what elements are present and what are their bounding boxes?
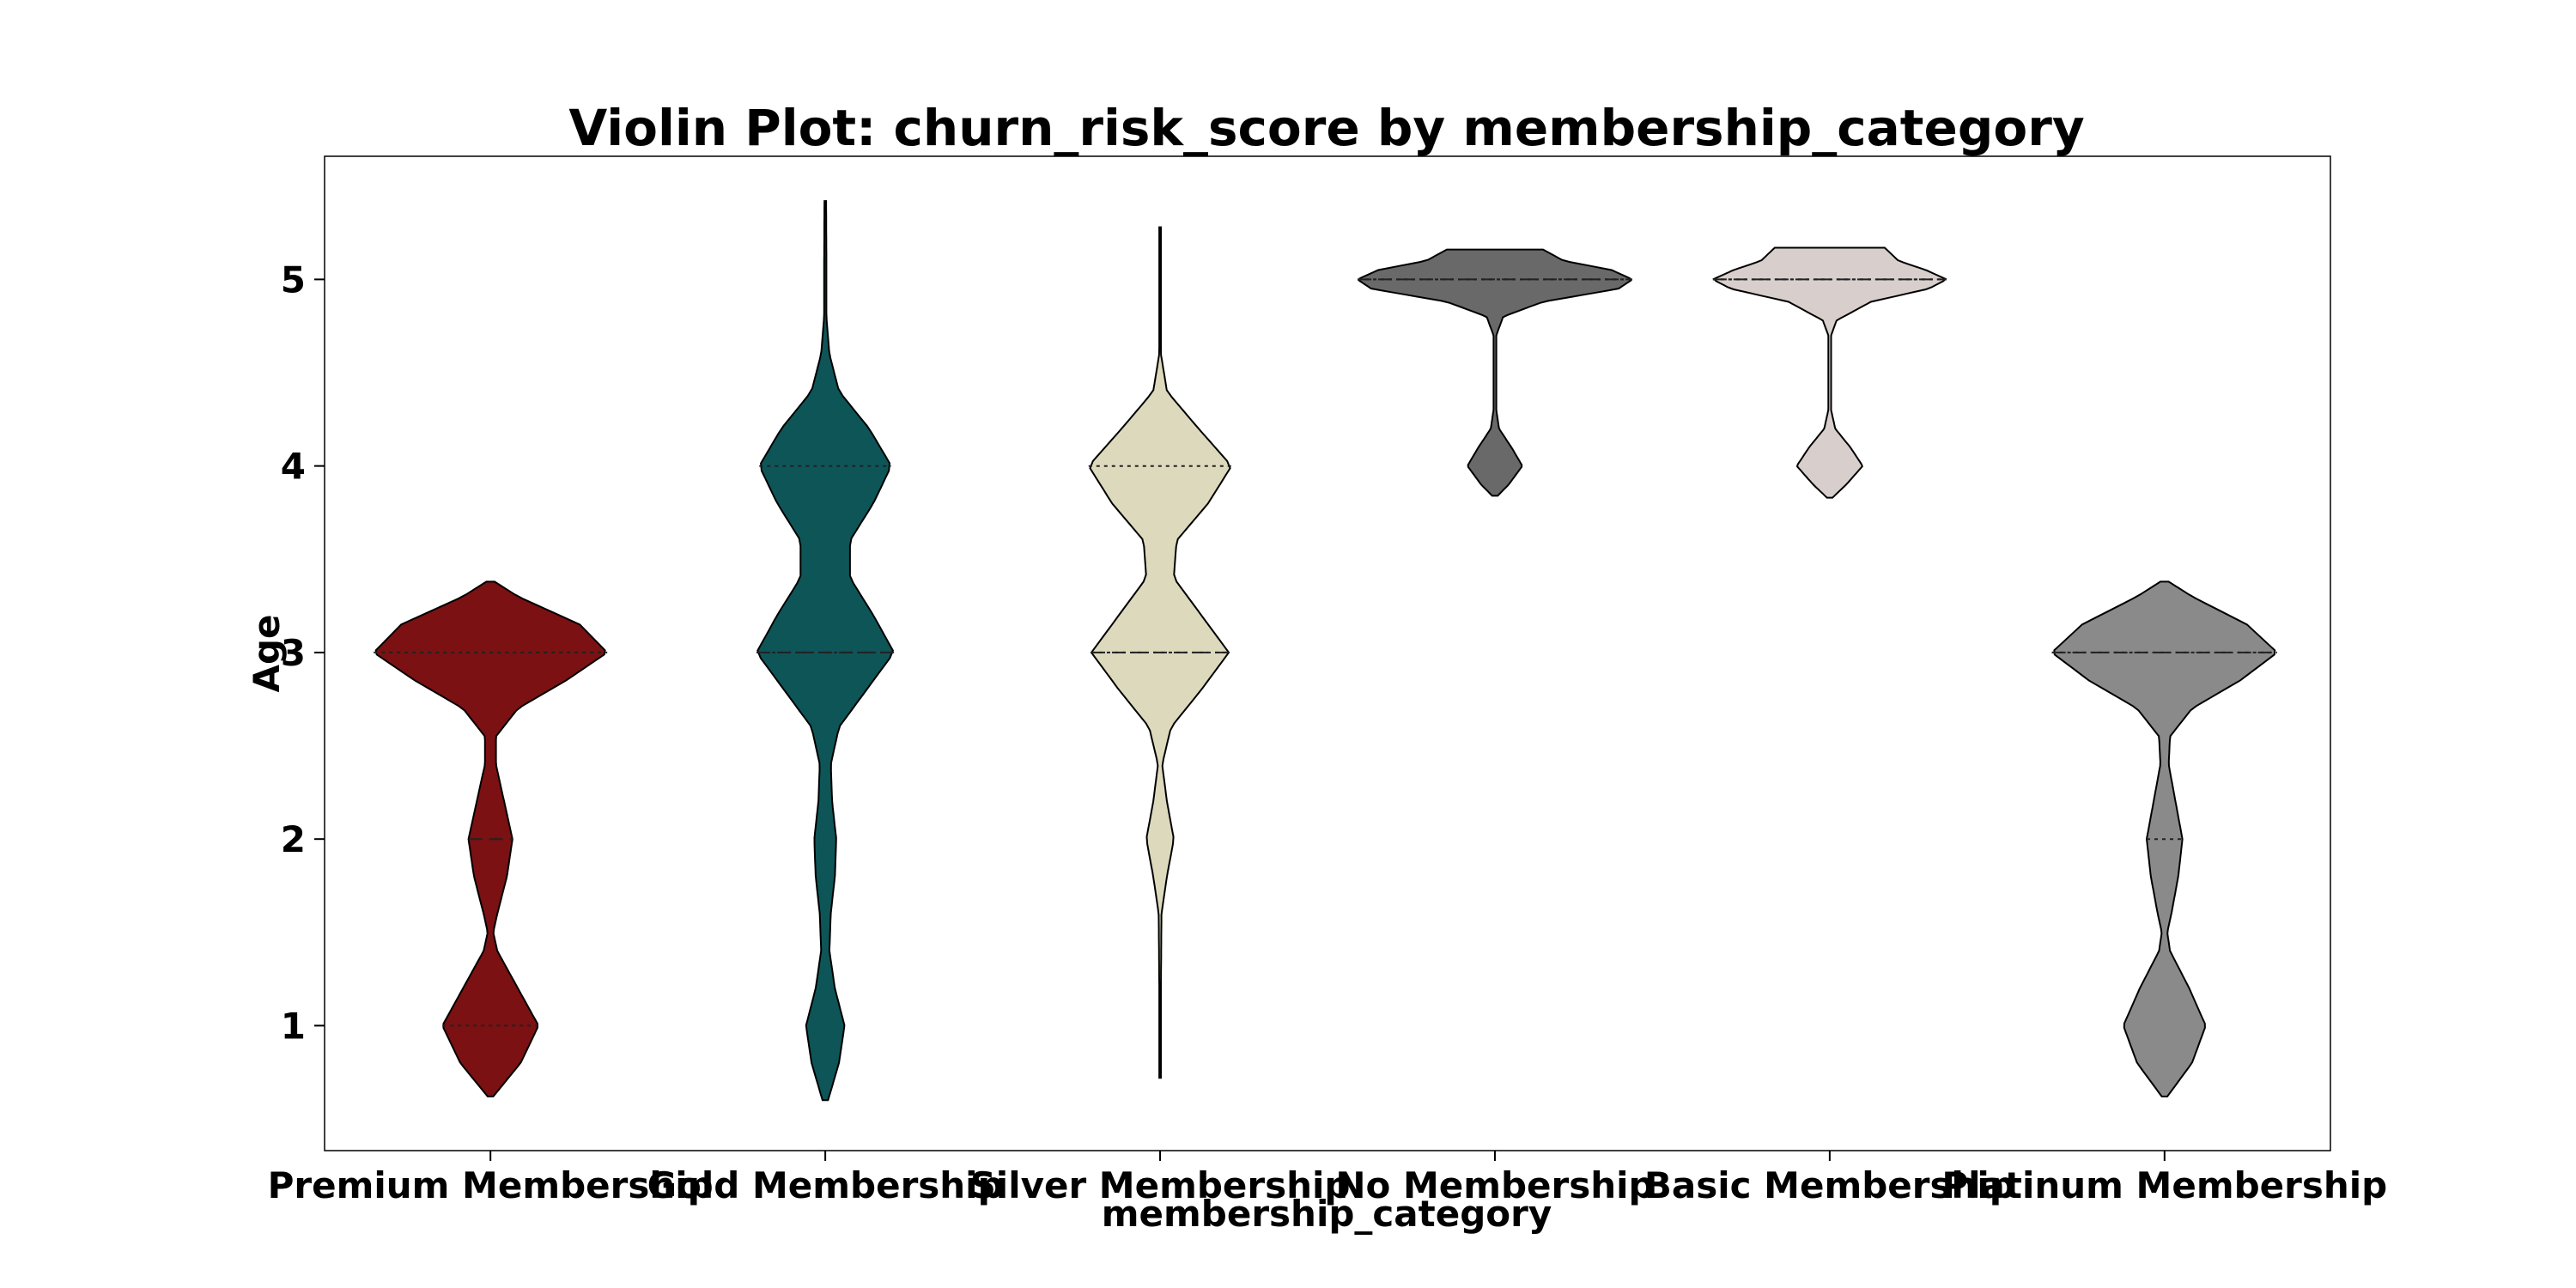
y-tick-label: 1 (281, 1005, 306, 1047)
y-tick-label: 5 (281, 258, 306, 301)
plot-frame (324, 155, 2331, 1151)
x-tick-label: Basic Membership (1644, 1164, 2015, 1206)
violins-group (374, 200, 2277, 1102)
x-tick-label: Platinum Membership (1941, 1164, 2387, 1206)
x-tick-label: Premium Membership (268, 1164, 714, 1206)
y-tick-label: 3 (281, 632, 306, 674)
violin-gold-membership (756, 200, 895, 1102)
y-axis: 1 2 3 4 5 (281, 258, 325, 1047)
y-tick-label: 4 (281, 446, 306, 488)
x-tick-label: Silver Membership (970, 1164, 1351, 1206)
y-axis-label: Age (246, 614, 288, 692)
chart-title: Violin Plot: churn_risk_score by members… (568, 99, 2084, 157)
violin-no-membership (1358, 248, 1632, 497)
x-axis-label: membership_category (1102, 1193, 1552, 1235)
x-tick-label: Gold Membership (647, 1164, 1004, 1206)
y-tick-label: 2 (281, 818, 306, 860)
x-tick-label: No Membership (1335, 1164, 1654, 1206)
violin-basic-membership (1712, 246, 1947, 499)
